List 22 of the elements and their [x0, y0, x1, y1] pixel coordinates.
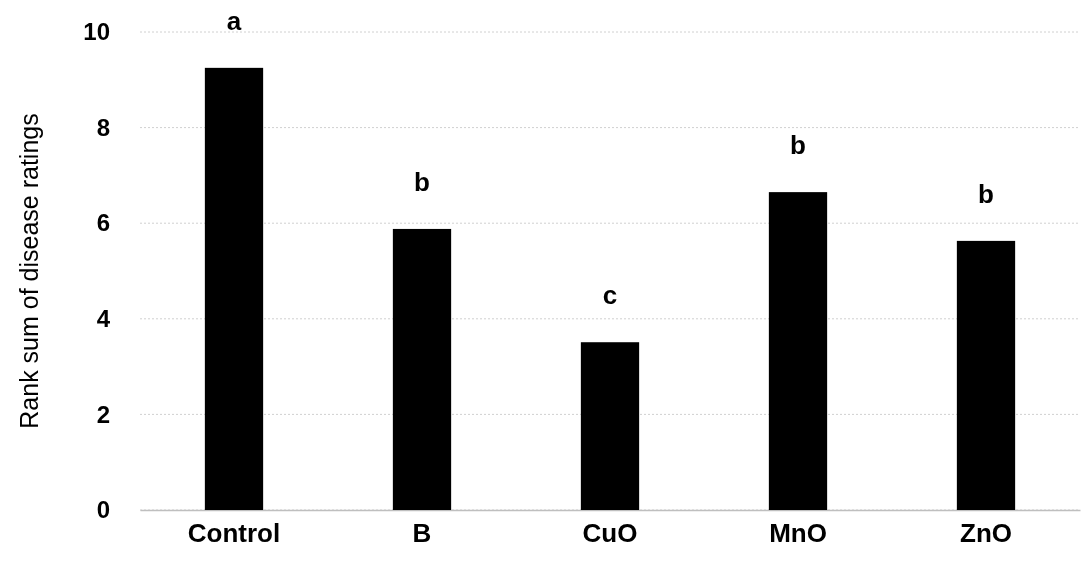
x-tick-label: CuO: [582, 518, 638, 549]
annotation: b: [790, 130, 806, 161]
annotation: b: [414, 166, 430, 197]
bar: [956, 240, 1016, 510]
annotation: c: [602, 280, 618, 311]
y-tick-label: 0: [96, 496, 110, 524]
bar: [392, 228, 452, 510]
x-tick-label: MnO: [769, 518, 827, 549]
annotation: b: [978, 178, 994, 209]
x-tick-label: ZnO: [960, 518, 1012, 549]
y-axis-title: Rank sum of disease ratings: [15, 113, 43, 429]
x-tick-label: Control: [187, 518, 281, 549]
y-tick-label: 10: [83, 18, 110, 46]
y-tick-label: 8: [96, 113, 110, 141]
y-tick-label: 2: [96, 400, 110, 428]
bar: [768, 192, 828, 510]
y-tick-label: 6: [96, 209, 110, 237]
bar: [580, 342, 640, 510]
bar: [204, 67, 264, 510]
x-tick-label: B: [412, 518, 432, 549]
annotation: a: [226, 5, 242, 36]
y-tick-label: 4: [96, 304, 111, 332]
